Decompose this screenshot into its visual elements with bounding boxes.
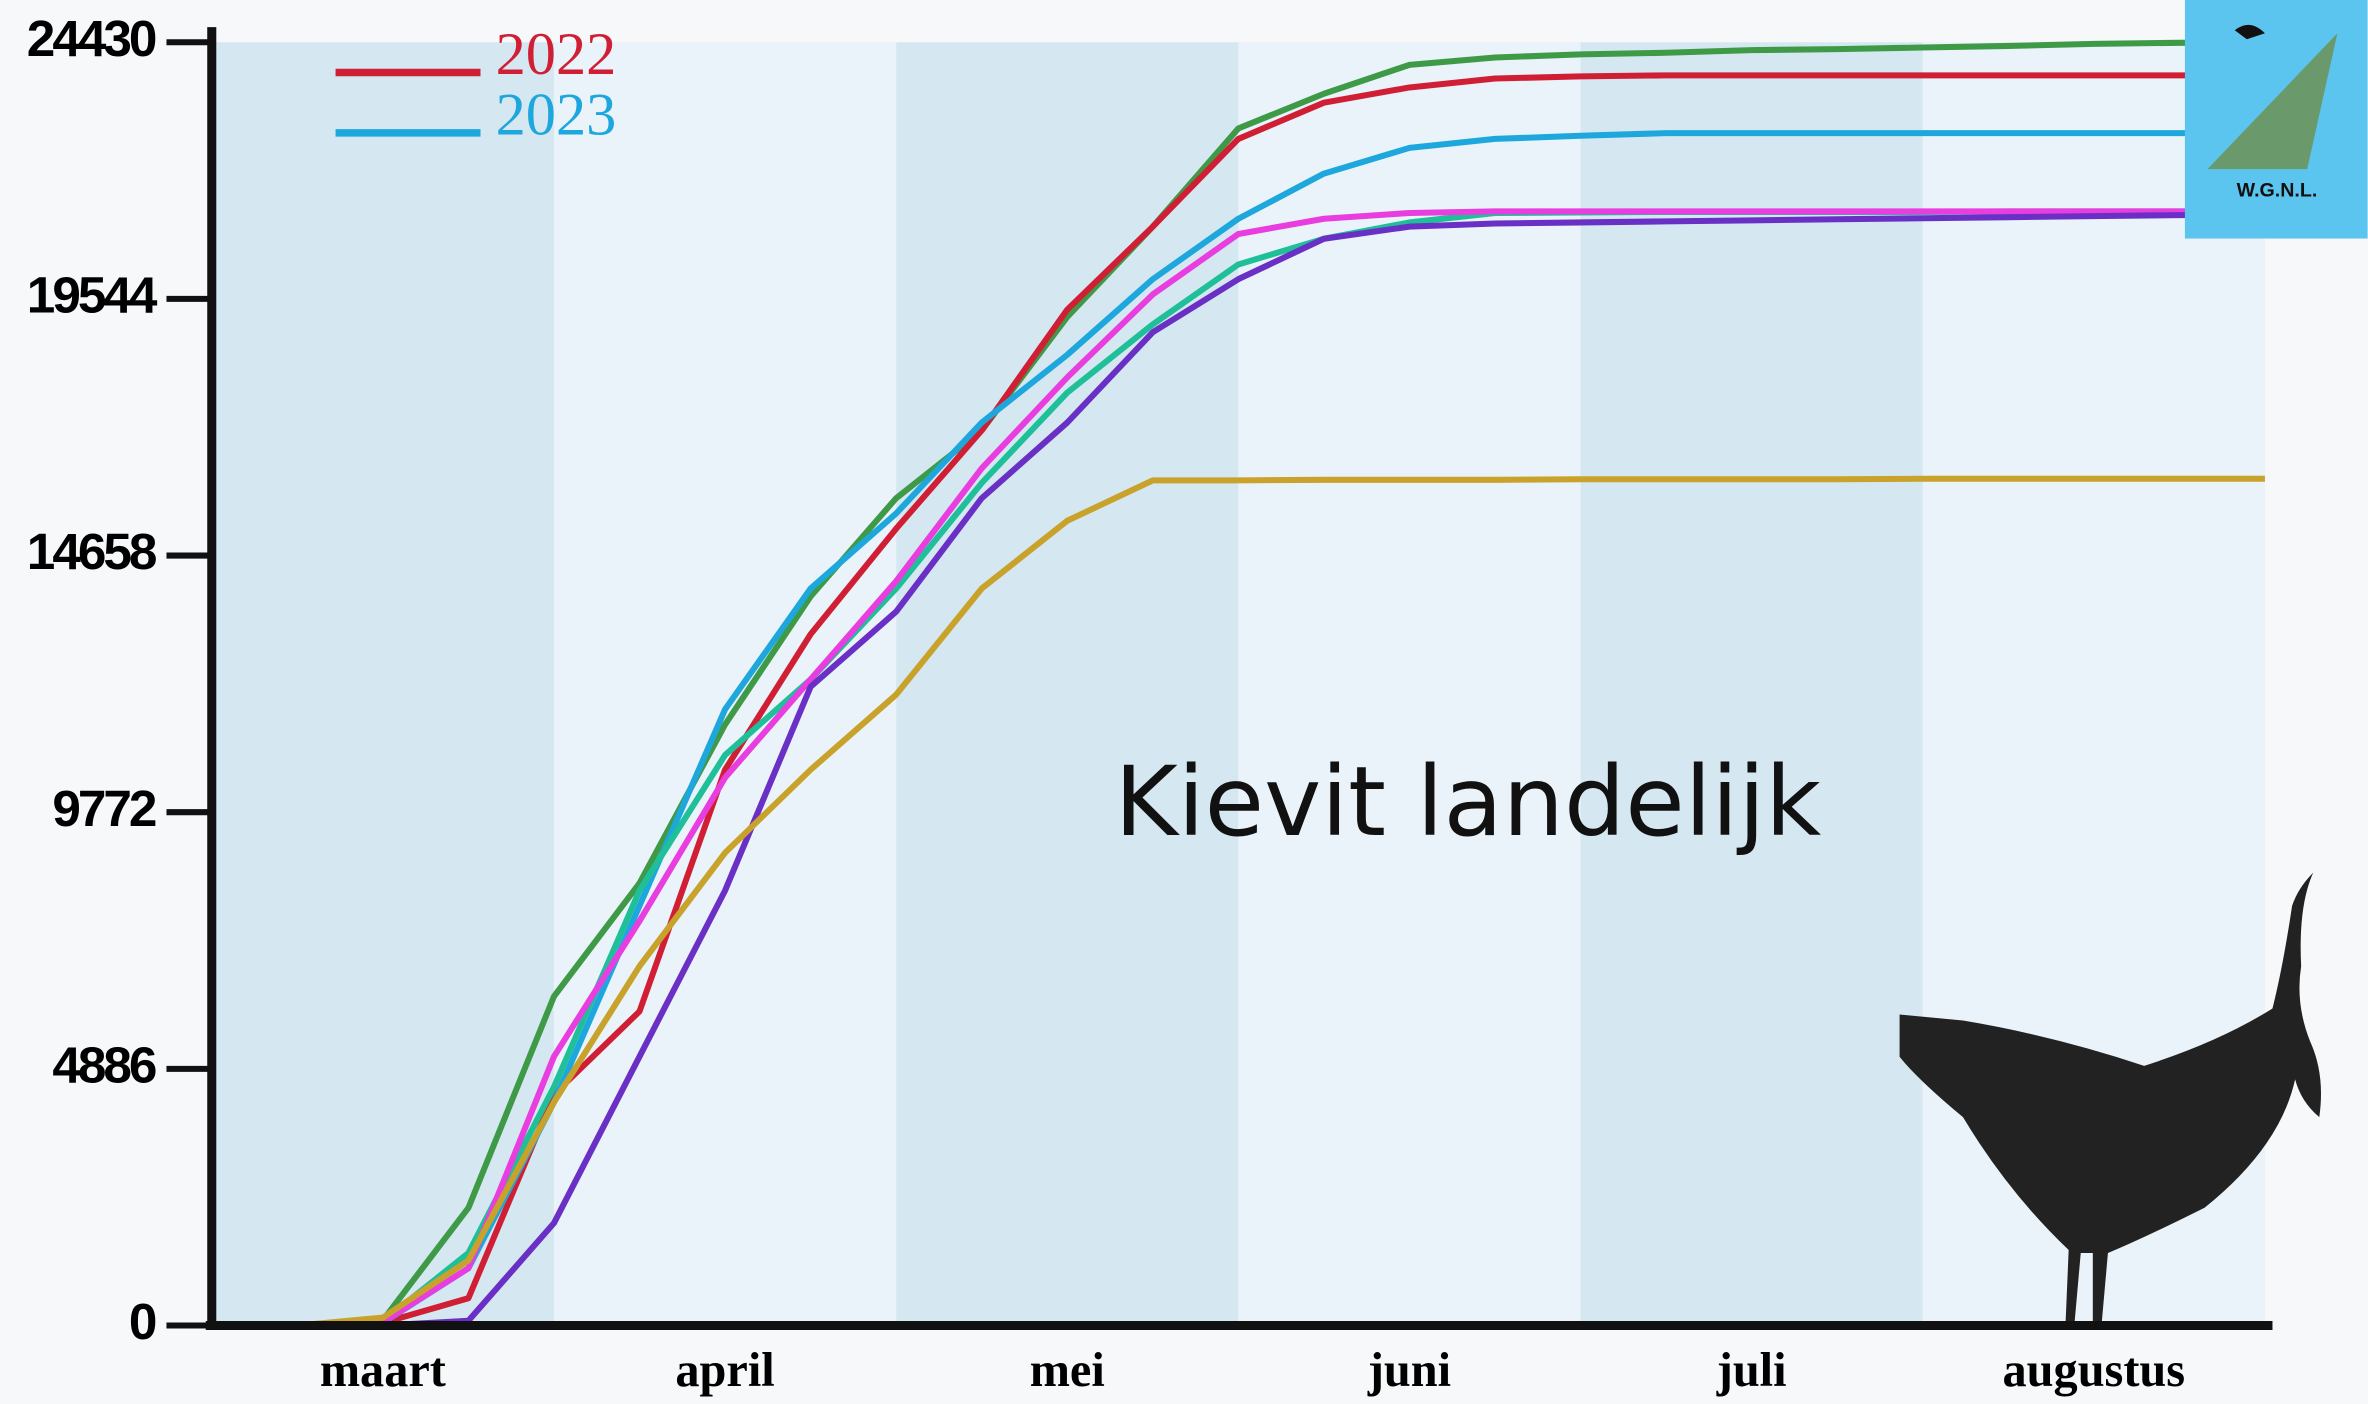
x-tick-label: juni — [1367, 1344, 1451, 1397]
annotation: Kievit landelijk — [1114, 745, 1821, 858]
bird-silhouette — [1899, 872, 2322, 1321]
series-line — [211, 39, 2265, 1329]
x-tick-label: augustus — [2003, 1344, 2186, 1397]
month-band — [553, 42, 897, 1326]
y-tick-label: 0 — [129, 1293, 156, 1350]
y-tick-label: 24430 — [27, 10, 156, 67]
y-tick-label: 9772 — [52, 780, 156, 837]
series-line — [211, 211, 2265, 1329]
series-line — [211, 475, 2265, 1329]
y-tick-label: 14658 — [27, 523, 156, 580]
legend-label: 2023 — [496, 82, 617, 149]
legend-label: 2022 — [496, 21, 617, 88]
x-tick-label: mei — [1030, 1344, 1105, 1397]
series-line — [211, 208, 2265, 1329]
y-tick-label: 19544 — [27, 266, 158, 323]
logo-text: W.G.N.L. — [2237, 179, 2318, 201]
x-tick-label: juli — [1716, 1344, 1787, 1397]
month-band — [1580, 42, 1923, 1326]
month-band — [211, 42, 554, 1326]
month-band — [896, 42, 1239, 1326]
x-tick-label: april — [675, 1344, 774, 1397]
x-tick-label: maart — [320, 1344, 446, 1397]
y-tick-label: 4886 — [52, 1036, 156, 1093]
logo-shape — [2207, 33, 2338, 170]
series-line — [211, 72, 2265, 1329]
month-band — [1238, 42, 1581, 1326]
logo-bird — [2234, 24, 2265, 40]
